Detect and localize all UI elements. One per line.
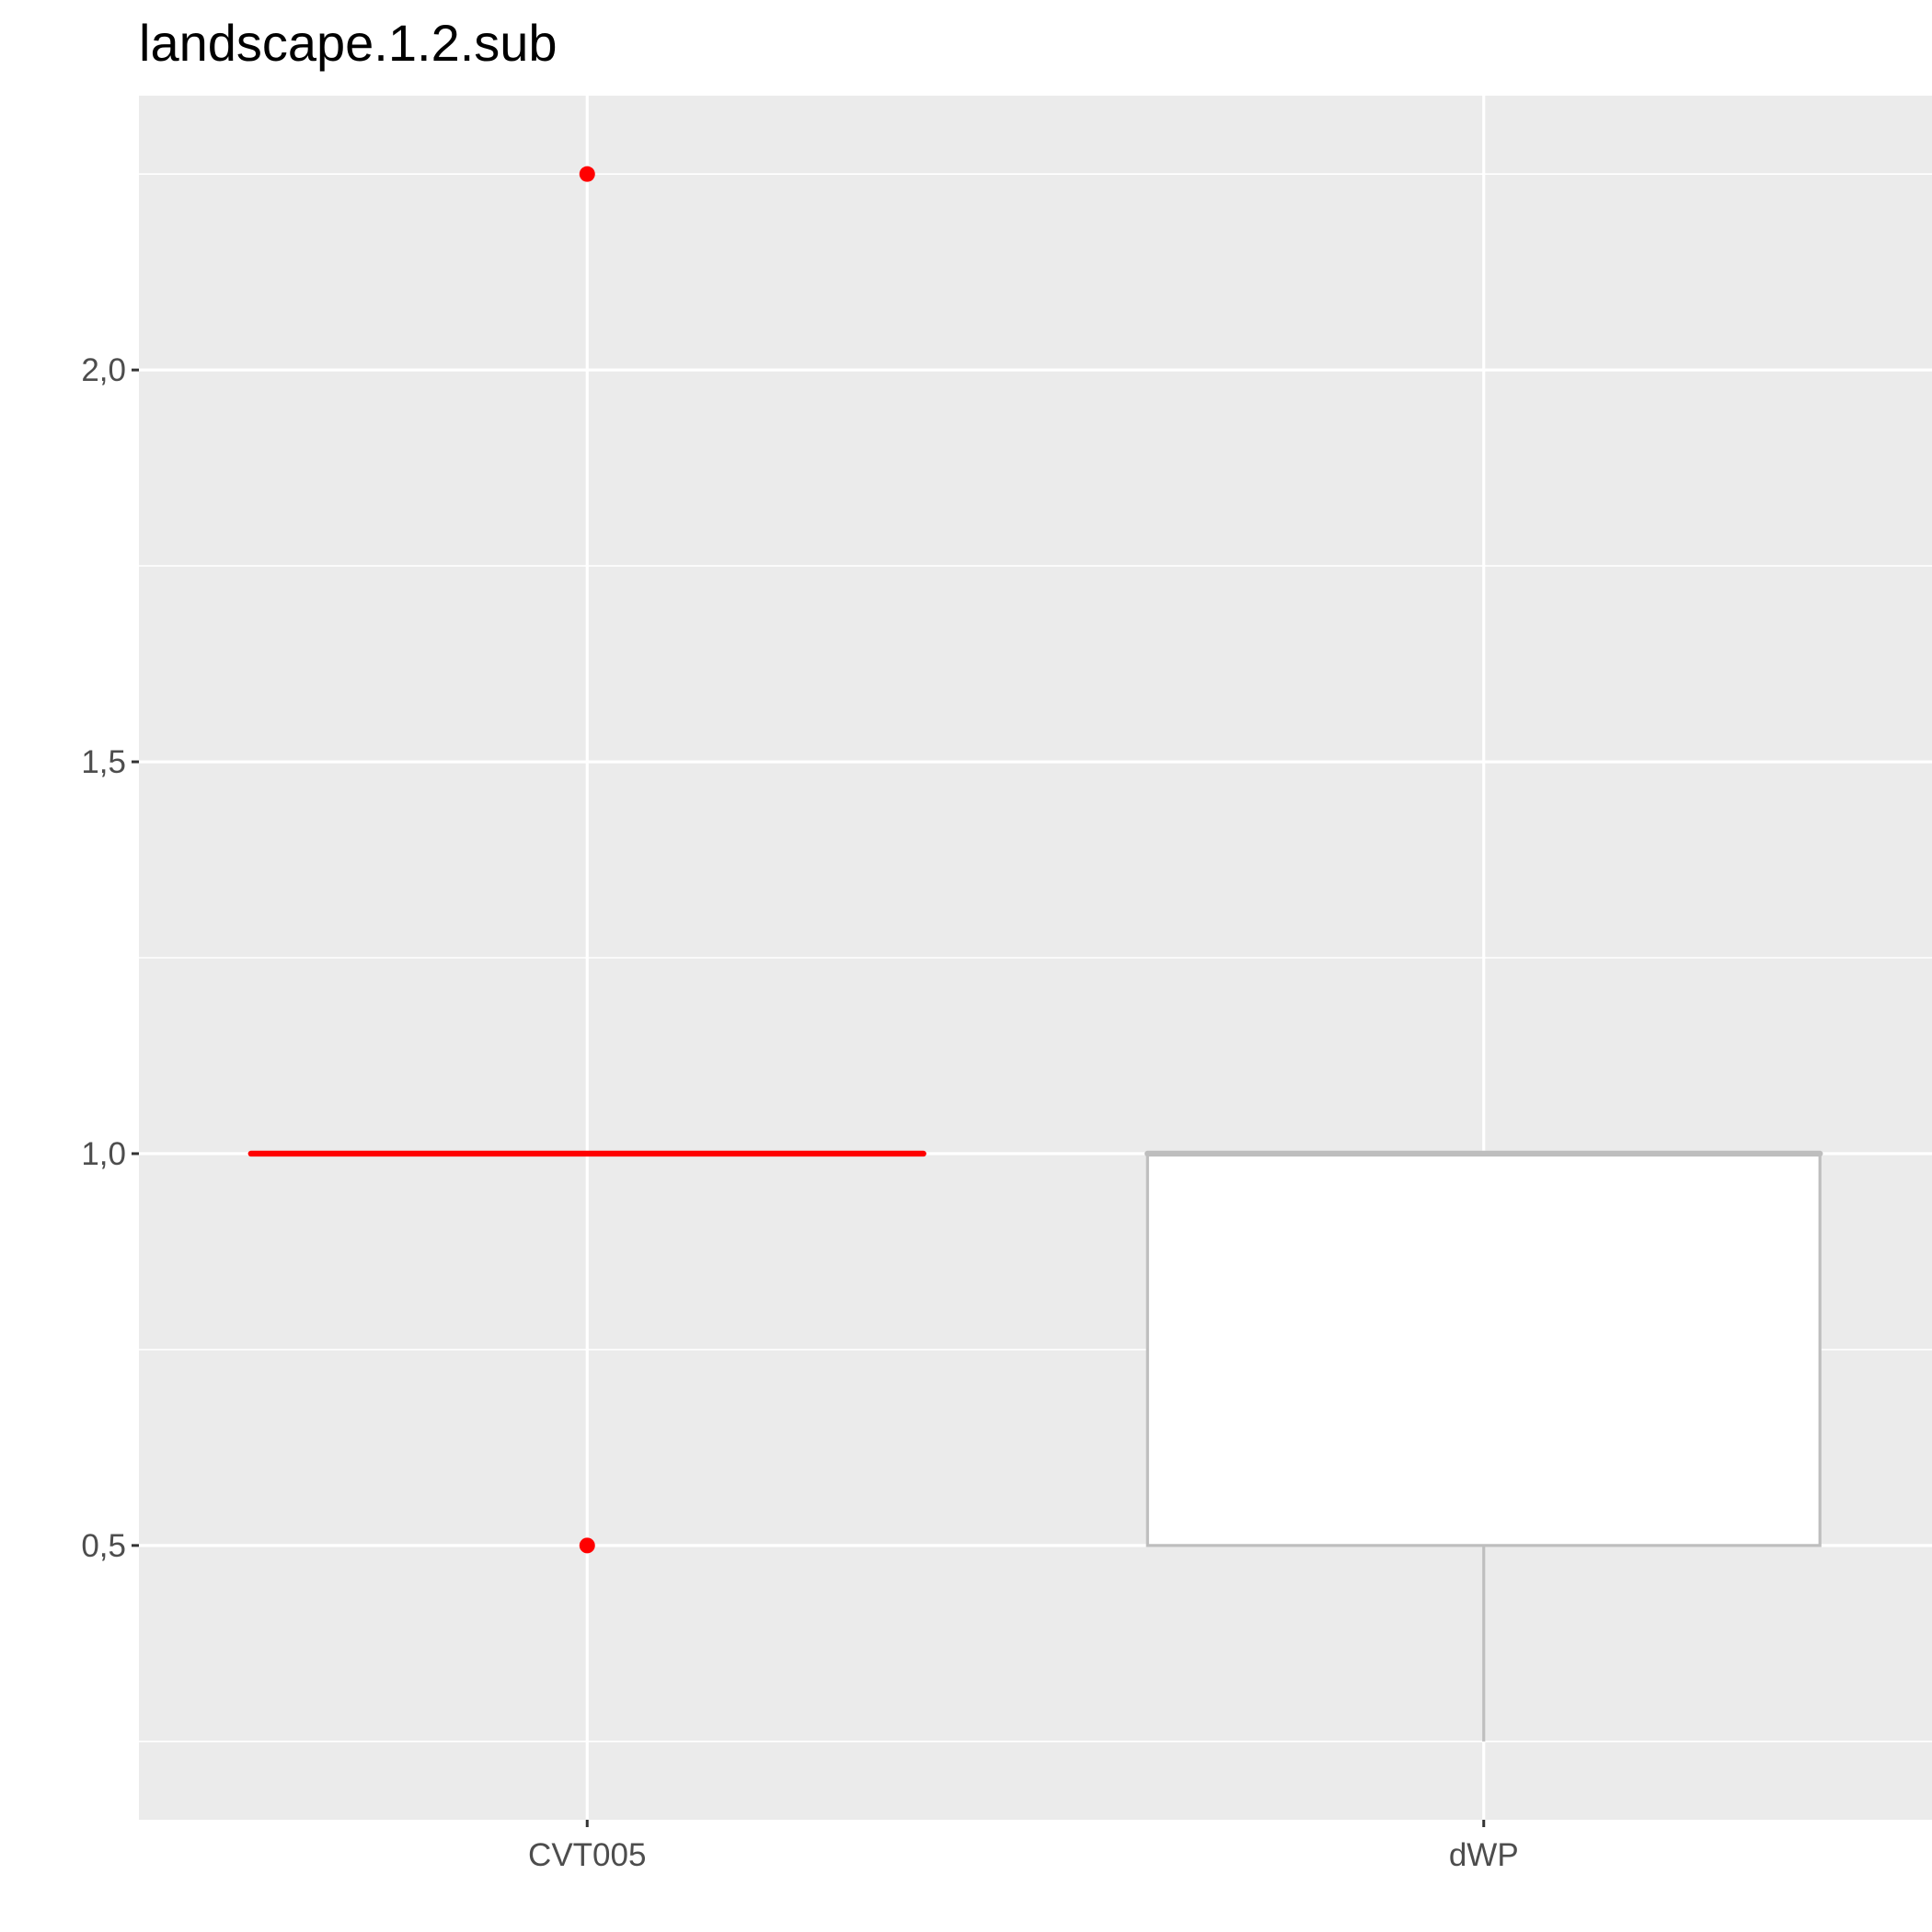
y-tick-label: 1,0 bbox=[81, 1136, 126, 1172]
chart-title: landscape.1.2.sub bbox=[139, 14, 558, 72]
y-tick-label: 1,5 bbox=[81, 744, 126, 780]
outlier-point bbox=[580, 167, 595, 182]
x-axis: CVT005 dWP bbox=[528, 1820, 1519, 1873]
y-tick-label: 0,5 bbox=[81, 1528, 126, 1564]
outlier-point bbox=[580, 1537, 595, 1553]
y-tick-label: 2,0 bbox=[81, 352, 126, 388]
x-tick-label: CVT005 bbox=[528, 1837, 646, 1873]
box-body bbox=[1147, 1154, 1820, 1546]
y-axis: 0,5 1,0 1,5 2,0 bbox=[81, 352, 139, 1564]
x-tick-label: dWP bbox=[1449, 1837, 1519, 1873]
